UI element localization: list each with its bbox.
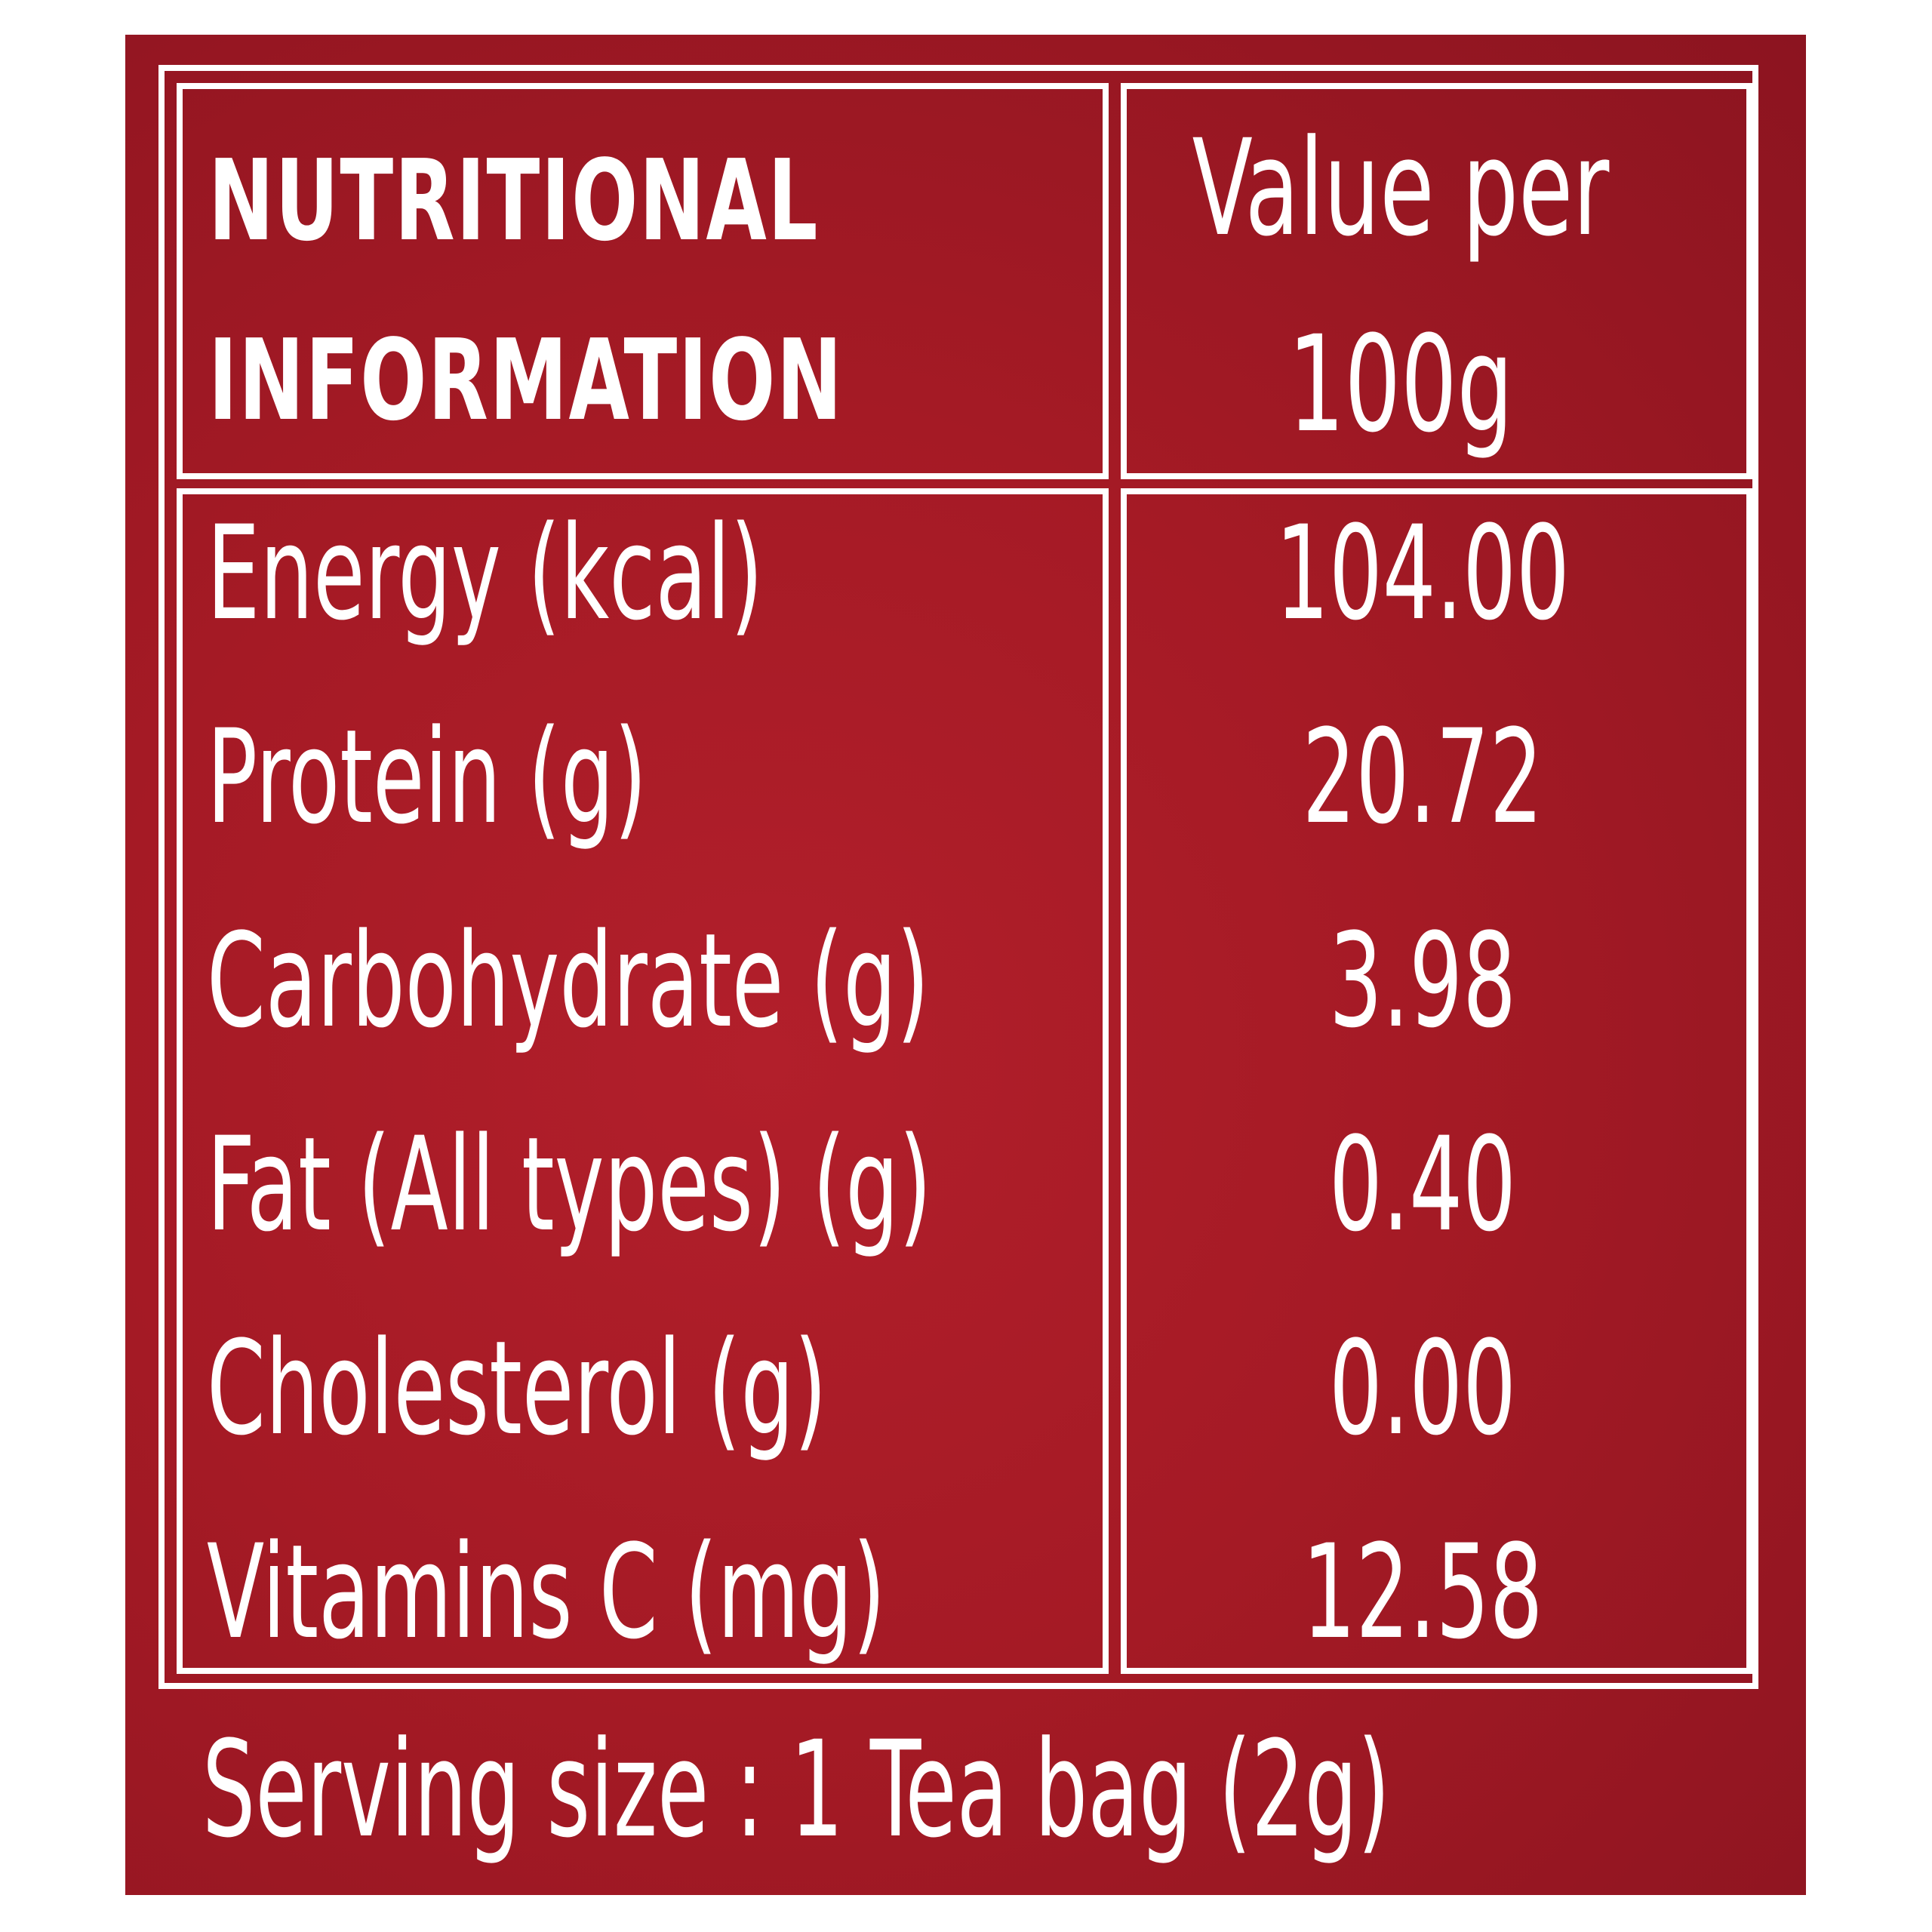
nutrient-label-fat: Fat (All types) (g): [207, 1109, 932, 1260]
nutrient-label-protein: Protein (g): [207, 701, 648, 853]
table-title-line1: NUTRITIONAL: [208, 136, 820, 266]
nutrient-label-energy: Energy (kcal): [207, 497, 764, 649]
header-label-cell: [177, 83, 1109, 479]
nutrient-value-vitamin-c: 12.58: [1302, 1516, 1543, 1668]
nutrient-label-carbohydrate: Carbohydrate (g): [207, 905, 930, 1057]
table-title-line2: INFORMATION: [208, 315, 844, 445]
value-header-line2: 100g: [1287, 307, 1514, 462]
value-header-line1: Value per: [1192, 111, 1610, 266]
nutrient-values-cell: [1121, 488, 1752, 1674]
table-frame: [158, 65, 1758, 1689]
nutrient-label-cholesterol: Cholesterol (g): [207, 1312, 827, 1464]
nutrition-panel: NUTRITIONAL INFORMATION Value per 100g E…: [125, 35, 1806, 1895]
nutrient-value-carbohydrate: 3.98: [1329, 905, 1516, 1057]
nutrient-value-protein: 20.72: [1302, 701, 1543, 853]
nutrient-value-fat: 0.40: [1329, 1109, 1516, 1260]
nutrient-value-energy: 104.00: [1275, 497, 1570, 649]
nutrient-labels-cell: [177, 488, 1109, 1674]
nutrient-label-vitamin-c: Vitamins C (mg): [207, 1516, 886, 1668]
header-value-cell: [1121, 83, 1752, 479]
nutrient-value-cholesterol: 0.00: [1329, 1312, 1516, 1464]
serving-size-note: Serving size : 1 Tea bag (2g): [202, 1712, 1391, 1867]
